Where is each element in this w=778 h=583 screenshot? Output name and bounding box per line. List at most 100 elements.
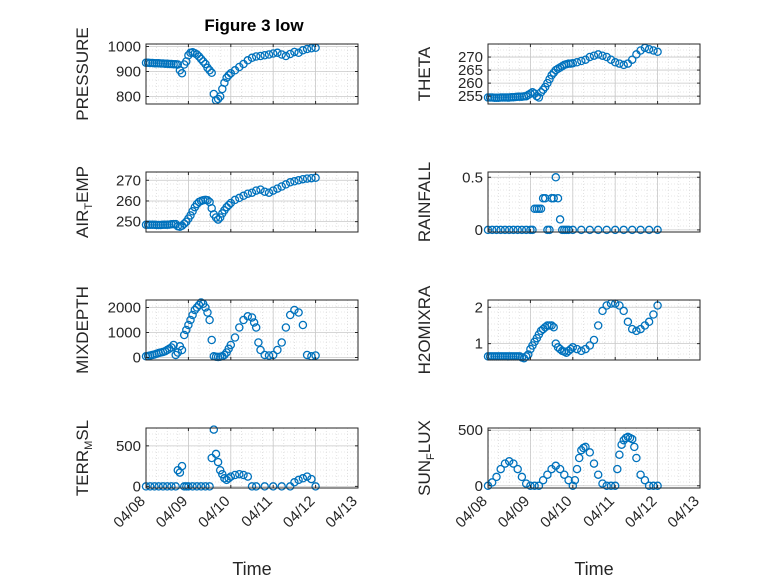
data-point [585, 341, 595, 350]
data-point [290, 305, 299, 315]
data-point [534, 93, 544, 102]
data-point [500, 225, 510, 235]
data-point [251, 323, 261, 332]
data-point [188, 482, 197, 491]
data-point [551, 173, 561, 182]
data-point [224, 71, 233, 80]
data-point [243, 56, 253, 65]
data-point [307, 474, 316, 484]
data-point [294, 308, 303, 317]
data-point [235, 469, 244, 479]
y-tick-label: 255 [458, 88, 483, 105]
y-axis-label: AIRTEMP [73, 166, 95, 238]
y-tick-label: 270 [116, 172, 141, 189]
data-point [574, 453, 584, 463]
data-point [201, 303, 210, 312]
x-tick-label: 04/09 [495, 493, 534, 532]
data-point [572, 464, 582, 474]
data-point [302, 174, 312, 183]
y-tick-label: 2 [475, 299, 483, 316]
data-point [268, 482, 278, 491]
data-point [167, 482, 176, 491]
data-point [260, 350, 269, 360]
data-point [627, 55, 637, 64]
data-point [215, 213, 225, 222]
x-tick-label: 04/08 [110, 493, 149, 532]
data-point [593, 50, 603, 59]
data-point [215, 92, 225, 101]
y-tick-label: 800 [116, 89, 141, 106]
x-tick-label: 04/12 [622, 493, 661, 532]
data-point [577, 346, 586, 356]
data-point [203, 63, 212, 73]
data-point [644, 481, 654, 491]
data-point [277, 338, 286, 347]
data-point [630, 442, 639, 452]
y-tick-label: 1 [475, 336, 483, 353]
y-axis-label: RAINFALL [415, 162, 434, 242]
y-tick-label: 500 [458, 422, 483, 439]
data-point [509, 459, 518, 468]
data-point [268, 186, 278, 195]
data-point [577, 56, 586, 66]
data-point [273, 48, 282, 58]
data-point [285, 178, 295, 187]
data-point [602, 225, 611, 235]
y-tick-label: 0 [475, 222, 483, 239]
y-tick-label: 1000 [108, 39, 141, 56]
data-point [158, 482, 168, 491]
data-point [610, 225, 620, 235]
data-point [509, 225, 518, 235]
x-tick-label: 04/08 [452, 493, 491, 532]
data-point [205, 66, 214, 75]
data-point [307, 44, 316, 53]
data-point [150, 482, 159, 491]
data-point [644, 317, 654, 327]
data-point [294, 176, 303, 185]
data-point [198, 57, 208, 66]
data-point [196, 298, 206, 307]
y-axis-label: THETA [415, 46, 434, 101]
axes-box [487, 43, 701, 105]
data-point [517, 225, 527, 235]
data-point [251, 186, 261, 195]
data-point [524, 90, 533, 100]
data-point [649, 481, 658, 491]
data-point [627, 225, 637, 235]
data-point [188, 207, 197, 216]
data-point [568, 225, 578, 235]
data-point [268, 49, 278, 58]
y-tick-label: 270 [458, 49, 483, 66]
data-point [264, 188, 274, 197]
x-tick-label: 04/11 [580, 493, 618, 531]
data-point [632, 326, 641, 336]
data-point [598, 306, 607, 316]
data-point [615, 450, 624, 459]
data-point [213, 94, 223, 104]
data-point [277, 482, 286, 491]
data-point [572, 58, 582, 67]
data-point [543, 470, 552, 479]
subplot-pressure: 800 900 1000 PRESSURE [73, 27, 359, 121]
data-point [615, 59, 624, 68]
data-point [589, 459, 599, 468]
data-point [256, 51, 265, 61]
data-point [492, 225, 501, 235]
data-point [496, 225, 505, 235]
x-tick-label: 04/12 [280, 493, 319, 532]
subplot-mixdepth: 0 1000 2000 MIXDEPTH [73, 286, 359, 374]
data-point [203, 196, 212, 205]
data-point [247, 482, 257, 491]
data-point [298, 474, 308, 483]
data-point [526, 481, 535, 491]
data-point [568, 59, 578, 68]
data-point [549, 323, 558, 332]
data-point [547, 321, 556, 330]
data-point [247, 53, 257, 63]
data-point [492, 472, 501, 482]
data-point [649, 46, 658, 55]
data-point [243, 312, 253, 321]
